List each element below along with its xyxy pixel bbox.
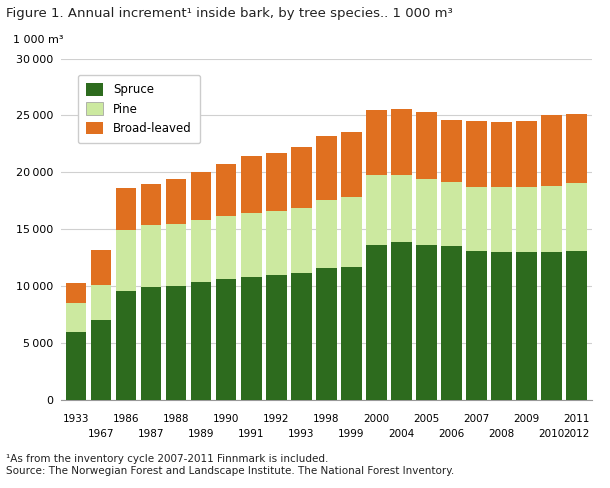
Bar: [316, 136, 337, 200]
Text: 1988: 1988: [163, 414, 189, 424]
Bar: [567, 114, 587, 183]
Text: 2007: 2007: [464, 414, 490, 424]
Text: Source: The Norwegian Forest and Landscape Institute. The National Forest Invent: Source: The Norwegian Forest and Landsca…: [6, 466, 454, 476]
Bar: [241, 213, 262, 277]
Text: 1993: 1993: [288, 428, 315, 439]
Bar: [366, 110, 387, 175]
Text: 2010: 2010: [539, 428, 565, 439]
Text: 1999: 1999: [338, 428, 365, 439]
Bar: [291, 208, 312, 273]
Bar: [216, 216, 237, 280]
Bar: [516, 252, 537, 400]
Bar: [116, 230, 137, 291]
Bar: [341, 197, 362, 267]
Bar: [341, 267, 362, 400]
Text: 1998: 1998: [313, 414, 340, 424]
Bar: [266, 152, 287, 211]
Bar: [266, 211, 287, 275]
Text: 2000: 2000: [364, 414, 389, 424]
Bar: [416, 112, 437, 179]
Bar: [491, 122, 512, 187]
Text: 1 000 m³: 1 000 m³: [13, 35, 63, 45]
Text: 2005: 2005: [414, 414, 440, 424]
Bar: [391, 109, 412, 175]
Bar: [341, 132, 362, 197]
Text: 1990: 1990: [213, 414, 239, 424]
Bar: [391, 175, 412, 242]
Text: ¹As from the inventory cycle 2007-2011 Finnmark is included.: ¹As from the inventory cycle 2007-2011 F…: [6, 454, 328, 464]
Bar: [91, 250, 111, 285]
Bar: [441, 246, 462, 400]
Text: 2008: 2008: [489, 428, 515, 439]
Bar: [91, 285, 111, 321]
Text: 1986: 1986: [113, 414, 139, 424]
Bar: [166, 285, 187, 400]
Bar: [466, 121, 487, 187]
Bar: [291, 147, 312, 208]
Legend: Spruce, Pine, Broad-leaved: Spruce, Pine, Broad-leaved: [77, 75, 200, 143]
Bar: [416, 179, 437, 245]
Bar: [542, 186, 562, 252]
Text: 1989: 1989: [188, 428, 215, 439]
Bar: [141, 225, 162, 287]
Bar: [466, 251, 487, 400]
Bar: [366, 245, 387, 400]
Bar: [441, 120, 462, 182]
Text: 2004: 2004: [389, 428, 415, 439]
Bar: [266, 275, 287, 400]
Bar: [66, 283, 86, 304]
Bar: [166, 179, 187, 224]
Bar: [66, 304, 86, 332]
Bar: [516, 121, 537, 187]
Text: 1933: 1933: [63, 414, 89, 424]
Text: 2009: 2009: [514, 414, 540, 424]
Bar: [116, 188, 137, 230]
Bar: [316, 200, 337, 268]
Text: 1991: 1991: [238, 428, 265, 439]
Text: 2012: 2012: [564, 428, 590, 439]
Bar: [241, 157, 262, 213]
Bar: [316, 268, 337, 400]
Bar: [567, 183, 587, 251]
Text: 1967: 1967: [88, 428, 114, 439]
Bar: [166, 224, 187, 285]
Bar: [66, 332, 86, 400]
Bar: [416, 245, 437, 400]
Bar: [216, 164, 237, 216]
Text: 2011: 2011: [564, 414, 590, 424]
Bar: [241, 277, 262, 400]
Bar: [516, 187, 537, 252]
Bar: [291, 273, 312, 400]
Bar: [466, 187, 487, 251]
Bar: [91, 321, 111, 400]
Bar: [116, 291, 137, 400]
Text: Figure 1. Annual increment¹ inside bark, by tree species.. 1 000 m³: Figure 1. Annual increment¹ inside bark,…: [6, 7, 453, 20]
Text: 2006: 2006: [439, 428, 465, 439]
Bar: [366, 175, 387, 245]
Bar: [542, 252, 562, 400]
Bar: [191, 172, 212, 220]
Bar: [391, 242, 412, 400]
Text: 1992: 1992: [263, 414, 290, 424]
Bar: [141, 287, 162, 400]
Bar: [491, 187, 512, 251]
Bar: [216, 280, 237, 400]
Bar: [542, 116, 562, 186]
Bar: [191, 220, 212, 282]
Bar: [567, 251, 587, 400]
Bar: [191, 282, 212, 400]
Bar: [441, 182, 462, 246]
Bar: [491, 251, 512, 400]
Text: 1987: 1987: [138, 428, 164, 439]
Bar: [141, 184, 162, 225]
